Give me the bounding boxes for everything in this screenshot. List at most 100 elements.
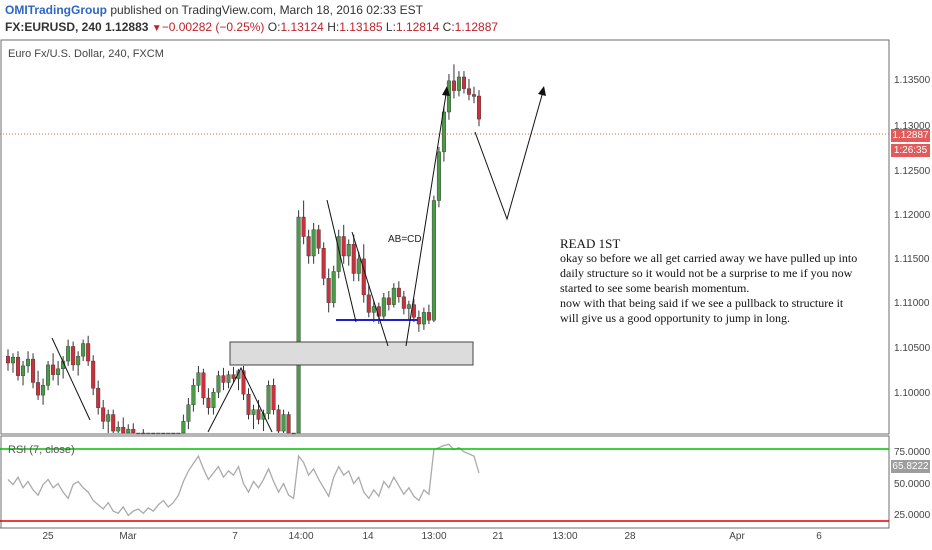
candle-body [286, 414, 291, 434]
time-tick: 28 [624, 531, 636, 542]
candle-body [126, 428, 131, 434]
candle-body [381, 297, 386, 317]
candle-body [136, 432, 141, 435]
time-tick: 14:00 [288, 531, 314, 542]
candle-body [36, 382, 41, 396]
candle-body [161, 432, 166, 435]
candle-body [456, 76, 461, 91]
published-info: published on TradingView.com, March 18, … [110, 3, 423, 17]
candle-body [266, 385, 271, 414]
last-price-tag: 1.12887 [891, 129, 930, 142]
candle-body [186, 404, 191, 422]
candle-body [191, 385, 196, 406]
down-arrow-icon: ▼ [151, 23, 162, 34]
candle-body [331, 271, 336, 303]
candle-body [116, 426, 121, 432]
time-tick: 21 [492, 531, 504, 542]
rsi-tick: 50.0000 [894, 479, 931, 490]
rsi-label: RSI (7, close) [8, 444, 75, 456]
time-tick: 13:00 [552, 531, 578, 542]
arrow-up-icon [538, 86, 546, 96]
price-tick: 1.11500 [894, 254, 930, 265]
candle-body [321, 247, 326, 279]
projection-up-line[interactable] [405, 87, 448, 347]
candle-body [206, 397, 211, 408]
demand-zone-box[interactable] [229, 341, 474, 366]
candle-body [451, 80, 456, 91]
candle-body [71, 346, 76, 366]
candle-body [391, 287, 396, 305]
candle-body [361, 258, 366, 296]
candle-body [131, 428, 136, 434]
candle-body [441, 111, 446, 153]
countdown-tag: 1:26:35 [891, 144, 930, 157]
candle-body [421, 312, 426, 325]
chart-canvas[interactable] [0, 38, 932, 550]
candle-body [246, 393, 251, 415]
projection-path-line[interactable] [474, 87, 545, 221]
price-tick: 1.12500 [894, 166, 931, 177]
price-tick: 1.13000 [894, 121, 931, 132]
candle-body [76, 355, 81, 366]
candle-body [276, 409, 281, 432]
rsi-tick: 25.0000 [894, 510, 931, 521]
candle-body [226, 374, 231, 383]
candle-body [326, 278, 331, 303]
candle-body [86, 343, 91, 362]
note-line: daily structure so it would not be a sur… [560, 266, 853, 280]
candle-body [446, 80, 451, 113]
candle-body [26, 358, 31, 367]
time-tick: 6 [816, 531, 822, 542]
note-line: okay so before we all get carried away w… [560, 251, 858, 265]
candle-body [146, 432, 151, 435]
candle-body [196, 372, 201, 386]
rsi-layer [7, 443, 480, 517]
price-tick: 1.13500 [894, 75, 931, 86]
candle-body [121, 426, 126, 434]
time-tick: 13:00 [421, 531, 447, 542]
author-link[interactable]: OMITradingGroup [5, 3, 107, 17]
rsi-tick: 75.0000 [894, 447, 931, 458]
abcd-leg-a[interactable] [326, 199, 357, 323]
candle-body [311, 229, 316, 257]
trend-line-march[interactable] [207, 366, 273, 433]
price-tick: 1.10500 [894, 343, 931, 354]
candle-body [5, 355, 10, 364]
abcd-leg-c[interactable] [351, 231, 389, 347]
candle-body [271, 385, 276, 410]
candle-body [386, 297, 391, 305]
candle-body [291, 432, 296, 435]
candle-body [251, 409, 256, 415]
time-tick: 14 [362, 531, 374, 542]
candle-body [81, 343, 86, 357]
symbol-header: FX:EURUSD, 240 1.12883 ▼−0.00282 (−0.25%… [5, 20, 498, 34]
rsi-value-tag: 65.8222 [891, 460, 930, 473]
close-label: C: [442, 20, 455, 34]
candle-body [466, 88, 471, 95]
candle-body [306, 236, 311, 257]
publish-header: OMITradingGroup published on TradingView… [5, 3, 423, 17]
candle-body [231, 374, 236, 379]
candle-body [366, 294, 371, 313]
candle-body [156, 432, 161, 435]
candle-body [111, 414, 116, 432]
chart-title: Euro Fx/U.S. Dollar, 240, FXCM [8, 48, 164, 60]
candle-body [66, 346, 71, 362]
last-price: 1.12883 [105, 20, 149, 34]
candle-body [471, 94, 476, 97]
time-tick: 7 [232, 531, 238, 542]
time-tick: 25 [42, 531, 54, 542]
candle-body [91, 360, 96, 389]
note-line: now with that being said if we see a pul… [560, 296, 844, 310]
low-label: L: [385, 20, 396, 34]
candle-body [256, 409, 261, 420]
candle-body [281, 414, 286, 432]
candle-body [176, 432, 181, 435]
candle-body [396, 287, 401, 298]
trend-line-left[interactable] [51, 337, 91, 421]
candle-body [296, 216, 301, 434]
symbol-label: FX:EURUSD, 240 [5, 20, 102, 34]
close-value: 1.12887 [454, 20, 499, 34]
candle-body [166, 432, 171, 435]
high-label: H: [327, 20, 340, 34]
